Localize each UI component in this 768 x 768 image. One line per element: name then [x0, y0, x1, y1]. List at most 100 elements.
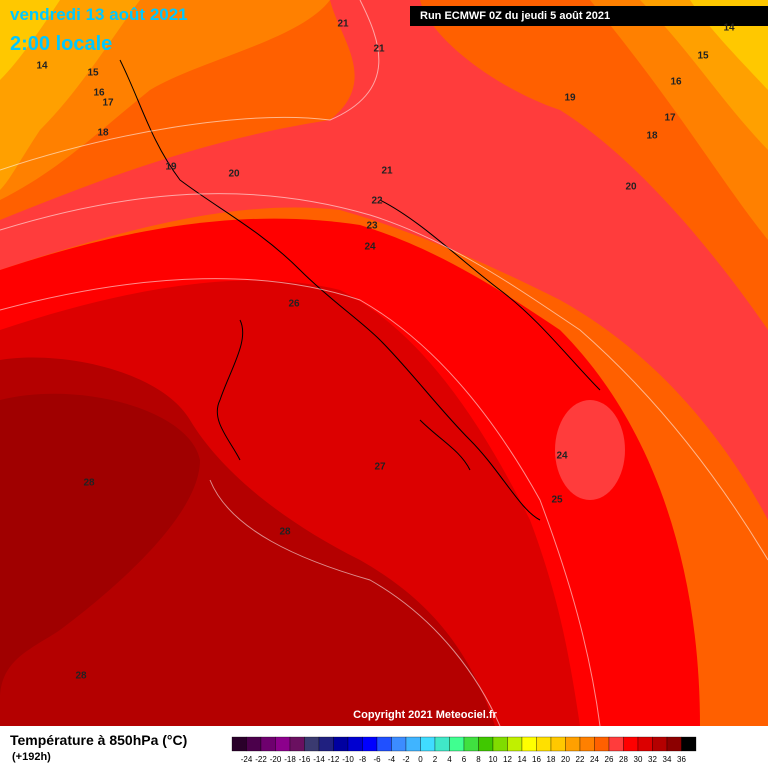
isotherm	[0, 0, 380, 171]
scale-swatch	[565, 736, 581, 752]
scale-label: 10	[489, 755, 498, 764]
scale-label: 22	[576, 755, 585, 764]
scale-label: 28	[619, 755, 628, 764]
scale-label: -18	[284, 755, 296, 764]
scale-label: -16	[299, 755, 311, 764]
scale-label: 2	[433, 755, 438, 764]
scale-swatch	[608, 736, 624, 752]
isotherms	[0, 0, 768, 727]
scale-label: -14	[313, 755, 325, 764]
contour-label: 27	[374, 462, 386, 473]
scale-label: 20	[561, 755, 570, 764]
scale-label: -20	[270, 755, 282, 764]
contour-label: 22	[371, 196, 383, 207]
scale-label: 24	[590, 755, 599, 764]
zone-light-orange	[0, 0, 140, 190]
scale-swatch	[260, 736, 276, 752]
run-label: Run ECMWF 0Z du jeudi 5 août 2021	[420, 10, 610, 22]
scale-label: -22	[255, 755, 267, 764]
contour-label: 20	[625, 182, 637, 193]
coast	[379, 199, 601, 391]
zone-core	[0, 393, 200, 700]
time-label: 2:00 locale	[10, 33, 112, 55]
scale-swatch	[507, 736, 523, 752]
contour-label: 17	[664, 113, 676, 124]
scale-label: 18	[547, 755, 556, 764]
scale-swatch	[318, 736, 334, 752]
contour-label: 23	[366, 221, 378, 232]
scale-swatch	[275, 736, 291, 752]
scale-swatch	[333, 736, 349, 752]
scale-label: -6	[373, 755, 381, 764]
scale-swatch	[652, 736, 668, 752]
date-label: vendredi 13 août 2021	[10, 5, 188, 24]
scale-swatch	[231, 736, 247, 752]
scale-label: 12	[503, 755, 512, 764]
scale-label: 14	[518, 755, 527, 764]
scale-label: 8	[476, 755, 481, 764]
scale-swatch	[391, 736, 407, 752]
scale-swatch	[536, 736, 552, 752]
scale-label: -10	[342, 755, 354, 764]
scale-swatch	[434, 736, 450, 752]
scale-swatch	[681, 736, 697, 752]
scale-label: 34	[663, 755, 672, 764]
zone-yellow	[0, 0, 60, 80]
contour-label: 21	[381, 166, 393, 177]
contour-label: 15	[697, 51, 709, 62]
scale-swatch	[449, 736, 465, 752]
contour-label: 24	[556, 451, 568, 462]
scale-label: 4	[447, 755, 452, 764]
contour-label: 21	[337, 19, 349, 30]
contour-label: 19	[564, 93, 576, 104]
scale-swatch	[420, 736, 436, 752]
scale-label: -2	[402, 755, 410, 764]
scale-swatch	[637, 736, 653, 752]
scale-label: 0	[418, 755, 423, 764]
scale-label: -8	[359, 755, 367, 764]
scale-swatch	[550, 736, 566, 752]
scale-swatch	[594, 736, 610, 752]
contour-label: 19	[165, 162, 177, 173]
scale-swatch	[289, 736, 305, 752]
scale-swatch	[405, 736, 421, 752]
scale-swatch	[492, 736, 508, 752]
scale-label: -4	[388, 755, 396, 764]
contour-label: 16	[93, 88, 105, 99]
scale-swatch	[623, 736, 639, 752]
scale-swatch	[521, 736, 537, 752]
scale-swatch	[362, 736, 378, 752]
contour-label: 24	[364, 242, 376, 253]
contour-label: 18	[97, 128, 109, 139]
contour-label: 17	[102, 98, 114, 109]
island	[216, 319, 244, 461]
color-scale: -24 -22 -20 -18 -16 -14 -12 -10 -8 -6 -4 -2 0 2 4 6 8 10 1…	[231, 736, 697, 764]
contour-label: 20	[228, 169, 240, 180]
scale-label: 30	[634, 755, 643, 764]
zone-pink-blob	[555, 400, 625, 500]
zone-pink-red	[0, 0, 768, 520]
scale-swatch	[304, 736, 320, 752]
scale-swatch	[246, 736, 262, 752]
coast	[119, 59, 541, 521]
scale-label: 26	[605, 755, 614, 764]
contour-label: 25	[551, 495, 563, 506]
legend-title: Température à 850hPa (°C)	[10, 732, 187, 748]
run-box	[410, 6, 768, 26]
scale-swatch	[478, 736, 494, 752]
scale-swatch	[347, 736, 363, 752]
isotherm	[0, 193, 768, 561]
scale-swatch	[579, 736, 595, 752]
contour-label: 28	[75, 671, 87, 682]
contour-label: 14	[723, 23, 735, 34]
scale-label: 32	[648, 755, 657, 764]
scale-label: 36	[677, 755, 686, 764]
contour-label: 14	[36, 61, 48, 72]
copyright: Copyright 2021 Meteociel.fr	[353, 709, 497, 721]
contour-label: 15	[87, 68, 99, 79]
scale-label: -12	[328, 755, 340, 764]
scale-swatch	[666, 736, 682, 752]
